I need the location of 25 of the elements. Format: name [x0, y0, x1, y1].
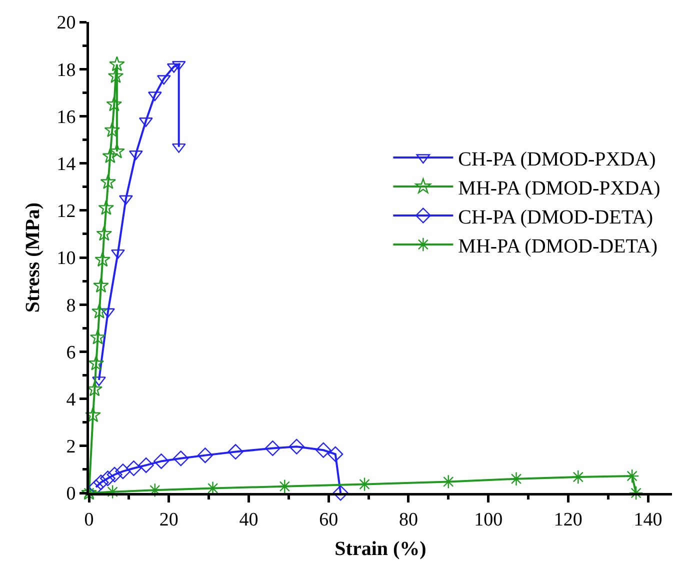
- y-tick-label: 8: [66, 295, 76, 316]
- legend-label: MH-PA (DMOD-DETA): [458, 235, 658, 258]
- y-tick-label: 14: [56, 154, 76, 175]
- y-tick-label: 16: [56, 106, 76, 128]
- y-tick-label: 18: [56, 60, 76, 81]
- x-tick-label: 20: [159, 509, 178, 530]
- x-tick-label: 100: [474, 509, 503, 530]
- legend-label: CH-PA (DMOD-DETA): [458, 206, 654, 228]
- y-axis-title: Stress (MPa): [22, 202, 44, 313]
- x-tick-label: 0: [84, 509, 94, 530]
- x-tick-label: 120: [554, 509, 582, 530]
- y-tick-label: 4: [66, 389, 76, 410]
- legend-label: MH-PA (DMOD-PXDA): [458, 177, 660, 200]
- x-tick-label: 140: [634, 509, 662, 530]
- y-tick-label: 6: [66, 342, 76, 364]
- x-tick-label: 80: [398, 509, 418, 530]
- x-axis-title: Strain (%): [334, 538, 426, 560]
- y-tick-label: 10: [56, 248, 76, 270]
- y-tick-label: 20: [56, 12, 76, 34]
- legend-label: CH-PA (DMOD-PXDA): [458, 148, 656, 170]
- x-tick-label: 60: [319, 509, 338, 530]
- x-tick-label: 40: [239, 509, 258, 530]
- y-tick-label: 12: [56, 201, 76, 222]
- y-tick-label: 2: [66, 436, 76, 458]
- y-tick-label: 0: [66, 484, 76, 505]
